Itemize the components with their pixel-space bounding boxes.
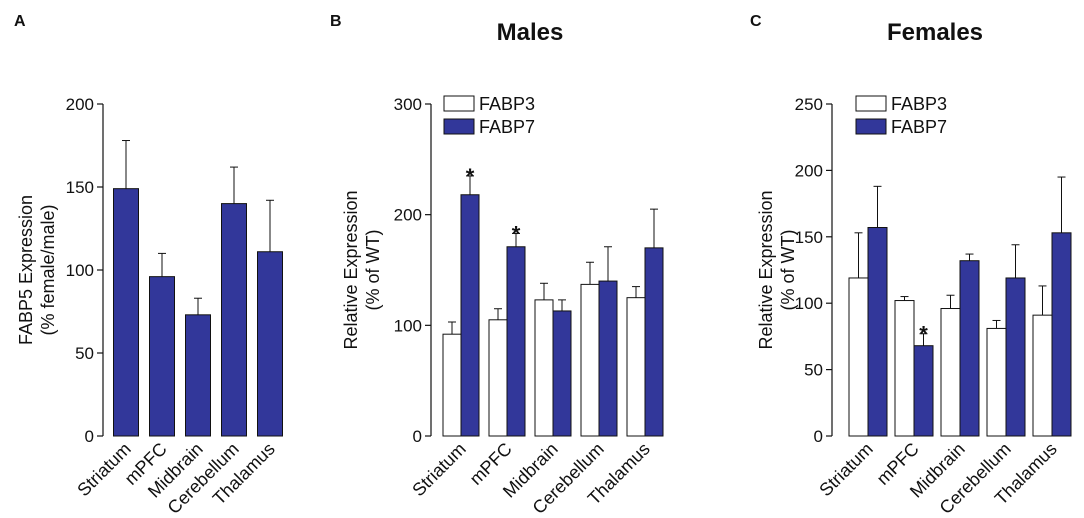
y-tick-label: 0: [814, 427, 823, 446]
bar-fabp7-cerebellum: [598, 280, 618, 437]
bar-fabp3-striatum: [442, 333, 462, 437]
significance-marker: *: [512, 221, 521, 246]
panel-c: C Females 0 50 100 150 200 250 Relative Expressi…: [750, 13, 1072, 518]
bar-fabp7-midbrain: [552, 310, 572, 437]
x-tick-label-striatum: Striatum: [815, 439, 877, 501]
panel-label: B: [330, 13, 342, 30]
y-tick-label: 200: [394, 206, 422, 225]
bar-fabp3-mpfc: [488, 319, 508, 437]
bar-fabp7-striatum: [867, 227, 888, 437]
y-tick-label: 250: [795, 95, 823, 114]
bar-fabp5-thalamus: [257, 251, 283, 437]
legend-label-fabp3: FABP3: [891, 94, 947, 114]
legend-label-fabp7: FABP7: [479, 117, 535, 137]
bar-fabp3-midbrain: [940, 308, 961, 437]
bar-fabp7-mpfc: [913, 345, 934, 437]
bar-fabp3-striatum: [848, 277, 869, 437]
y-tick-label: 0: [85, 427, 94, 446]
significance-marker: *: [919, 322, 928, 347]
bar-fabp3-thalamus: [626, 297, 646, 437]
y-axis-label: FABP5 Expression (% female/male): [16, 195, 58, 345]
y-tick-label: 300: [394, 95, 422, 114]
bar-fabp7-midbrain: [959, 260, 980, 437]
bar-fabp7-mpfc: [506, 246, 526, 437]
panel-a: A 0 50 100 150 200 FABP5 Expression (% female/m…: [14, 13, 283, 518]
bar-fabp5-midbrain: [185, 314, 211, 437]
y-tick-label: 50: [75, 344, 94, 363]
y-tick-label: 100: [66, 261, 94, 280]
y-axis-label-line1: Relative Expression: [341, 190, 361, 349]
y-axis-label: Relative Expression (% of WT): [756, 190, 798, 349]
y-tick-label: 150: [795, 228, 823, 247]
y-axis-label: Relative Expression (% of WT): [341, 190, 383, 349]
chart-title: Males: [497, 19, 564, 46]
y-axis-label-line2: (% of WT): [363, 230, 383, 311]
panel-label: A: [14, 13, 26, 30]
y-tick-label: 150: [66, 178, 94, 197]
bar-fabp3-thalamus: [1032, 314, 1053, 437]
y-tick-label: 100: [795, 294, 823, 313]
bar-fabp7-cerebellum: [1005, 277, 1026, 437]
bar-fabp5-mpfc: [149, 276, 175, 437]
y-axis-label-line2: (% of WT): [778, 230, 798, 311]
legend-swatch-fabp3: [855, 95, 887, 112]
y-tick-label: 100: [394, 316, 422, 335]
y-tick-label: 200: [66, 95, 94, 114]
y-tick-label: 0: [413, 427, 422, 446]
bar-fabp7-thalamus: [644, 247, 664, 437]
legend-swatch-fabp3: [443, 95, 475, 112]
bar-fabp5-cerebellum: [221, 203, 247, 437]
bar-fabp7-thalamus: [1051, 232, 1072, 437]
y-tick-label: 200: [795, 161, 823, 180]
bar-fabp3-cerebellum: [986, 327, 1007, 437]
y-axis-label-line1: FABP5 Expression: [16, 195, 36, 345]
legend-swatch-fabp7: [443, 118, 475, 135]
bar-fabp3-cerebellum: [580, 283, 600, 437]
chart-title: Females: [887, 19, 983, 46]
bar-fabp5-striatum: [113, 188, 139, 437]
panel-label: C: [750, 13, 762, 30]
x-tick-label-striatum: Striatum: [408, 439, 470, 501]
bar-fabp3-midbrain: [534, 299, 554, 437]
y-axis-label-line2: (% female/male): [38, 204, 58, 335]
y-tick-label: 50: [804, 361, 823, 380]
legend-label-fabp7: FABP7: [891, 117, 947, 137]
bar-fabp3-mpfc: [894, 300, 915, 437]
legend-swatch-fabp7: [855, 118, 887, 135]
panel-b: B Males 0 100 200 300 Relative Expression (% of…: [330, 13, 664, 518]
y-axis-label-line1: Relative Expression: [756, 190, 776, 349]
bar-fabp7-striatum: [460, 194, 480, 437]
legend-label-fabp3: FABP3: [479, 94, 535, 114]
significance-marker: *: [466, 164, 475, 189]
